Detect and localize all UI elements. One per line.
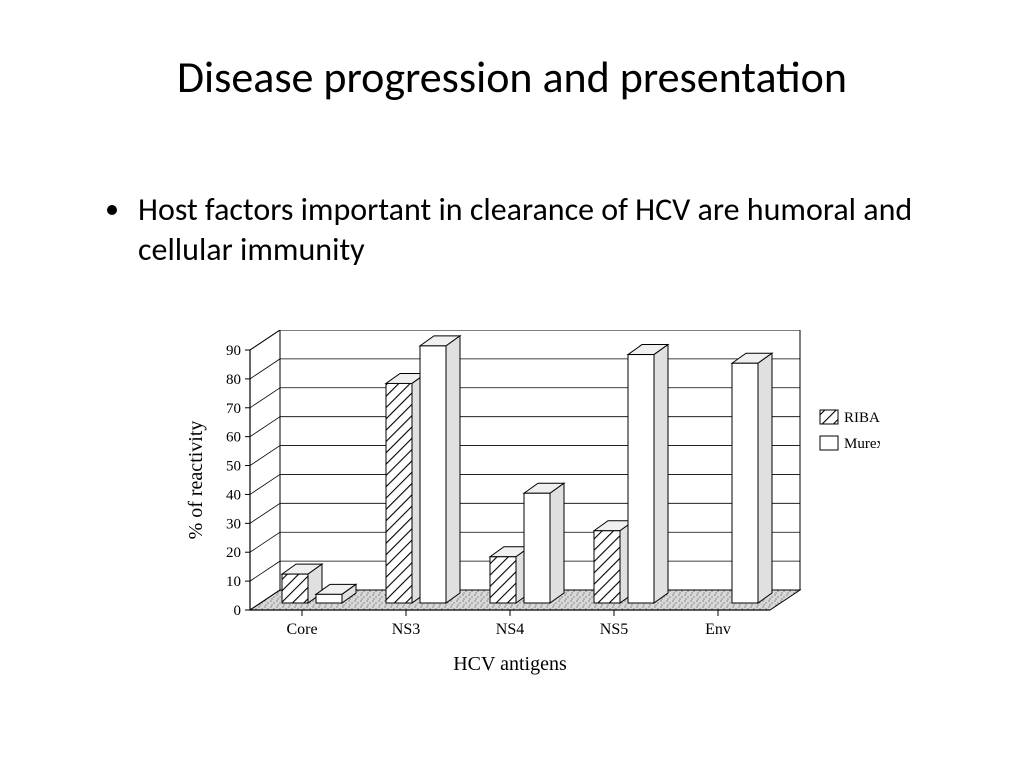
bullet-item: Host factors important in clearance of H… — [134, 190, 930, 270]
svg-text:60: 60 — [226, 430, 241, 446]
svg-text:HCV antigens: HCV antigens — [453, 653, 567, 675]
svg-text:70: 70 — [226, 401, 241, 417]
svg-text:NS3: NS3 — [392, 621, 420, 638]
svg-text:10: 10 — [226, 574, 241, 590]
svg-text:50: 50 — [226, 459, 241, 475]
svg-text:0: 0 — [234, 603, 242, 619]
svg-text:80: 80 — [226, 372, 241, 388]
svg-text:Env: Env — [705, 621, 731, 638]
svg-text:Core: Core — [286, 621, 317, 638]
svg-text:30: 30 — [226, 516, 241, 532]
svg-text:RIBA: RIBA — [844, 410, 880, 426]
svg-text:Murex: Murex — [844, 436, 880, 452]
slide-title: Disease progression and presentation — [0, 50, 1024, 104]
svg-text:NS5: NS5 — [600, 621, 628, 638]
svg-text:90: 90 — [226, 343, 241, 359]
bullet-list: Host factors important in clearance of H… — [100, 190, 930, 270]
svg-text:NS4: NS4 — [496, 621, 524, 638]
svg-text:40: 40 — [226, 487, 241, 503]
reactivity-chart: 0 10 20 30 40 50 60 70 80 90 Core NS3 NS4 NS5 Env HCV a… — [180, 330, 880, 720]
svg-text:20: 20 — [226, 545, 241, 561]
svg-text:% of reactivity: % of reactivity — [185, 421, 207, 540]
slide: Disease progression and presentation Hos… — [0, 0, 1024, 768]
